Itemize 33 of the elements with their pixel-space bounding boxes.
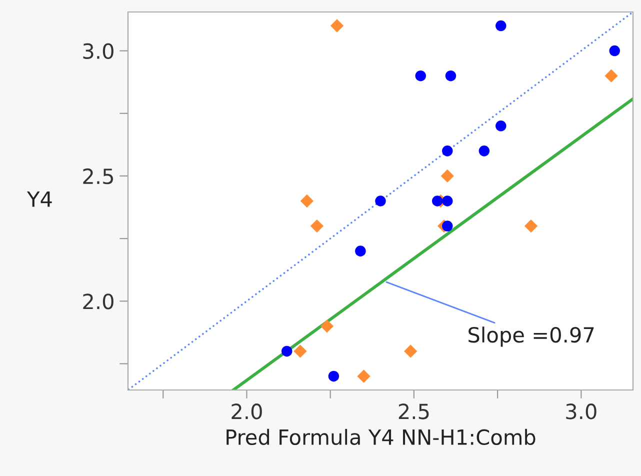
point — [442, 146, 453, 156]
point — [404, 344, 418, 358]
point — [328, 370, 340, 382]
annotation: Slope =0.97 — [468, 326, 594, 347]
point — [300, 194, 314, 208]
y-tick-label: 2.0 — [83, 294, 114, 310]
y-tick-label: 3.0 — [83, 43, 114, 60]
point — [320, 320, 334, 333]
point — [375, 196, 386, 206]
point — [294, 344, 307, 358]
point — [496, 20, 506, 32]
x-tick-label: 2.0 — [232, 404, 262, 420]
point — [442, 220, 453, 232]
x-tick-label: 2.5 — [398, 404, 429, 420]
point — [609, 45, 620, 56]
point — [330, 19, 344, 32]
point — [415, 70, 426, 82]
point — [442, 196, 453, 206]
point — [496, 120, 506, 132]
point — [432, 196, 443, 206]
point — [355, 246, 366, 256]
point — [478, 146, 490, 156]
x-tick-label: 3.0 — [566, 404, 596, 420]
point — [440, 169, 454, 183]
point — [524, 219, 538, 233]
point — [445, 70, 456, 82]
y-tick-label: 2.5 — [83, 168, 113, 184]
x-axis-title: Pred Formula Y4 NN-H1:Comb — [226, 428, 536, 446]
y-axis-title: Y4 — [26, 192, 52, 207]
point — [281, 346, 292, 357]
point — [604, 69, 618, 82]
point — [357, 370, 370, 383]
point — [310, 219, 324, 233]
